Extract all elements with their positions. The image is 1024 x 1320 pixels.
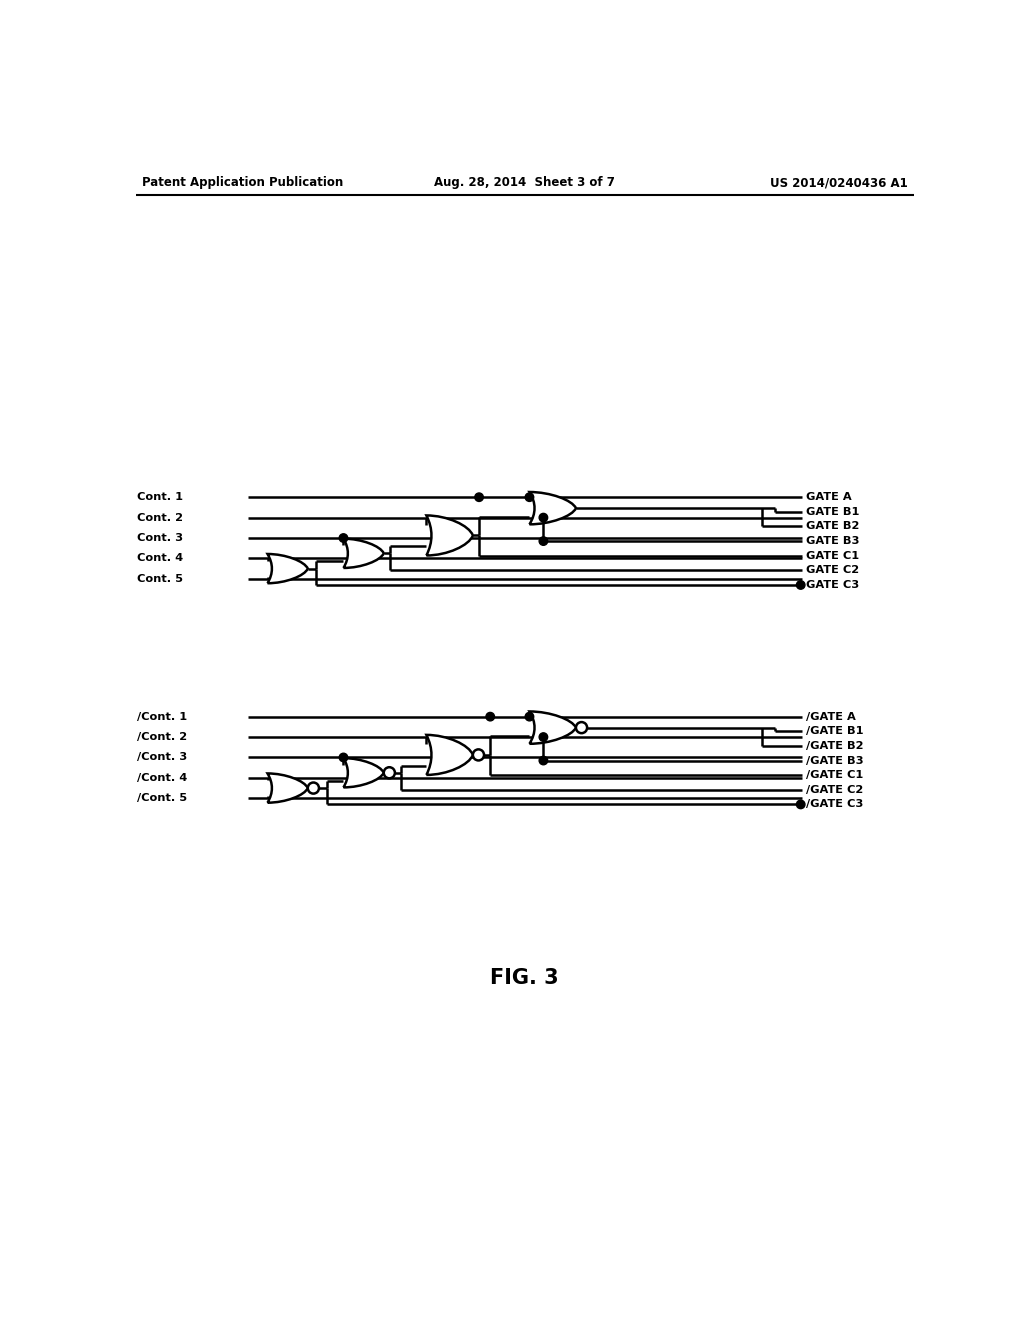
PathPatch shape (267, 554, 308, 583)
Circle shape (797, 800, 805, 809)
Text: GATE C2: GATE C2 (806, 565, 859, 576)
Circle shape (575, 722, 587, 733)
PathPatch shape (426, 515, 473, 556)
Text: /Cont. 5: /Cont. 5 (137, 793, 187, 804)
Text: /Cont. 2: /Cont. 2 (137, 733, 187, 742)
Text: /GATE B2: /GATE B2 (806, 741, 863, 751)
Circle shape (384, 767, 395, 779)
Circle shape (339, 754, 348, 762)
Text: Cont. 4: Cont. 4 (137, 553, 183, 564)
Circle shape (540, 513, 548, 521)
Text: GATE C3: GATE C3 (806, 579, 859, 590)
PathPatch shape (529, 711, 575, 743)
Circle shape (540, 537, 548, 545)
Text: Cont. 5: Cont. 5 (137, 574, 183, 583)
Text: /GATE B1: /GATE B1 (806, 726, 863, 737)
Circle shape (797, 581, 805, 589)
PathPatch shape (343, 758, 384, 788)
Text: /Cont. 3: /Cont. 3 (137, 752, 187, 763)
PathPatch shape (267, 774, 308, 803)
Text: /Cont. 4: /Cont. 4 (137, 774, 187, 783)
PathPatch shape (529, 492, 575, 524)
Circle shape (475, 492, 483, 502)
Circle shape (486, 713, 495, 721)
Circle shape (308, 783, 318, 793)
Text: Cont. 3: Cont. 3 (137, 533, 183, 543)
Text: /GATE C3: /GATE C3 (806, 800, 863, 809)
Circle shape (540, 733, 548, 742)
Text: GATE A: GATE A (806, 492, 852, 502)
Text: /GATE A: /GATE A (806, 711, 856, 722)
Text: Aug. 28, 2014  Sheet 3 of 7: Aug. 28, 2014 Sheet 3 of 7 (434, 176, 615, 189)
Text: /Cont. 1: /Cont. 1 (137, 711, 187, 722)
Text: Cont. 1: Cont. 1 (137, 492, 183, 502)
Text: Cont. 2: Cont. 2 (137, 512, 183, 523)
Text: US 2014/0240436 A1: US 2014/0240436 A1 (770, 176, 907, 189)
Circle shape (473, 750, 484, 760)
Text: GATE B3: GATE B3 (806, 536, 859, 546)
Circle shape (525, 492, 534, 502)
PathPatch shape (426, 735, 473, 775)
Text: /GATE B3: /GATE B3 (806, 755, 864, 766)
Circle shape (339, 533, 348, 543)
Text: Patent Application Publication: Patent Application Publication (142, 176, 343, 189)
Text: FIG. 3: FIG. 3 (490, 969, 559, 989)
Text: /GATE C1: /GATE C1 (806, 770, 863, 780)
Text: GATE C1: GATE C1 (806, 550, 859, 561)
Text: GATE B1: GATE B1 (806, 507, 859, 517)
PathPatch shape (343, 539, 384, 568)
Circle shape (525, 713, 534, 721)
Text: /GATE C2: /GATE C2 (806, 785, 863, 795)
Circle shape (540, 756, 548, 764)
Text: GATE B2: GATE B2 (806, 521, 859, 532)
